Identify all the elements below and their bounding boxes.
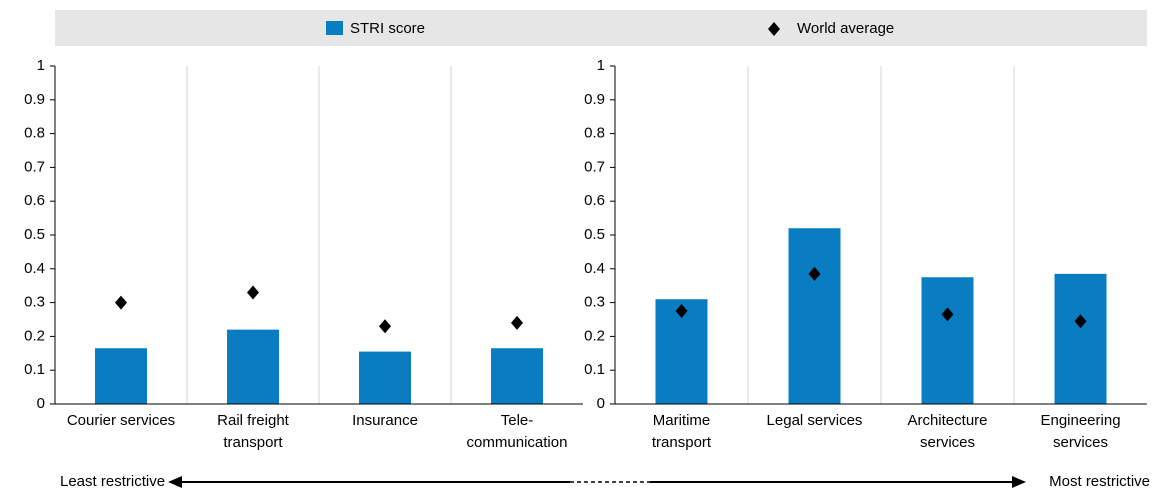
x-tick-label: Maritime transport	[652, 412, 712, 451]
marker	[115, 295, 127, 310]
bar	[359, 351, 411, 404]
y-tick-label: 0.2	[24, 327, 45, 344]
arrow-head	[1012, 476, 1026, 488]
y-tick-label: 1	[37, 57, 45, 74]
x-tick-label: Insurance	[352, 412, 418, 429]
y-tick-label: 0.7	[24, 158, 45, 175]
y-tick-label: 0.1	[584, 361, 605, 378]
y-tick-label: 0.3	[24, 294, 45, 311]
y-tick-label: 0.6	[584, 192, 605, 209]
legend-label: STRI score	[350, 20, 425, 37]
y-tick-label: 0.4	[24, 260, 45, 277]
bar	[95, 348, 147, 404]
legend-band	[55, 10, 1147, 46]
y-tick-label: 0	[597, 395, 605, 412]
x-tick-label: Rail freight transport	[217, 412, 290, 451]
x-tick-label: Engineering services	[1040, 412, 1120, 451]
y-tick-label: 0	[37, 395, 45, 412]
y-tick-label: 0.3	[584, 294, 605, 311]
y-tick-label: 1	[597, 57, 605, 74]
marker	[941, 307, 954, 322]
legend-label: World average	[797, 20, 894, 37]
marker	[808, 266, 821, 281]
y-tick-label: 0.5	[24, 226, 45, 243]
y-tick-label: 0.1	[24, 361, 45, 378]
x-tick-label: Tele-communication	[467, 412, 568, 451]
y-tick-label: 0.5	[584, 226, 605, 243]
x-tick-label: Legal services	[767, 412, 863, 429]
marker	[379, 319, 391, 334]
y-tick-label: 0.9	[24, 91, 45, 108]
x-tick-label: Courier services	[67, 412, 175, 429]
arrow-head	[168, 476, 182, 488]
y-tick-label: 0.8	[584, 125, 605, 142]
marker	[1074, 314, 1087, 329]
y-tick-label: 0.6	[24, 192, 45, 209]
y-tick-label: 0.7	[584, 158, 605, 175]
bar	[788, 228, 841, 404]
marker	[511, 315, 523, 330]
marker	[675, 304, 688, 319]
bar	[491, 348, 543, 404]
y-tick-label: 0.8	[24, 125, 45, 142]
bar	[921, 277, 974, 404]
bar	[1054, 273, 1107, 404]
x-tick-label: Architecture services	[907, 412, 987, 451]
scale-note: Least restrictive	[60, 473, 165, 490]
legend-swatch	[326, 21, 343, 35]
y-tick-label: 0.4	[584, 260, 605, 277]
y-tick-label: 0.2	[584, 327, 605, 344]
y-tick-label: 0.9	[584, 91, 605, 108]
scale-note: Most restrictive	[1049, 473, 1150, 490]
legend-swatch	[768, 22, 780, 36]
bar	[227, 329, 279, 404]
marker	[247, 285, 259, 300]
